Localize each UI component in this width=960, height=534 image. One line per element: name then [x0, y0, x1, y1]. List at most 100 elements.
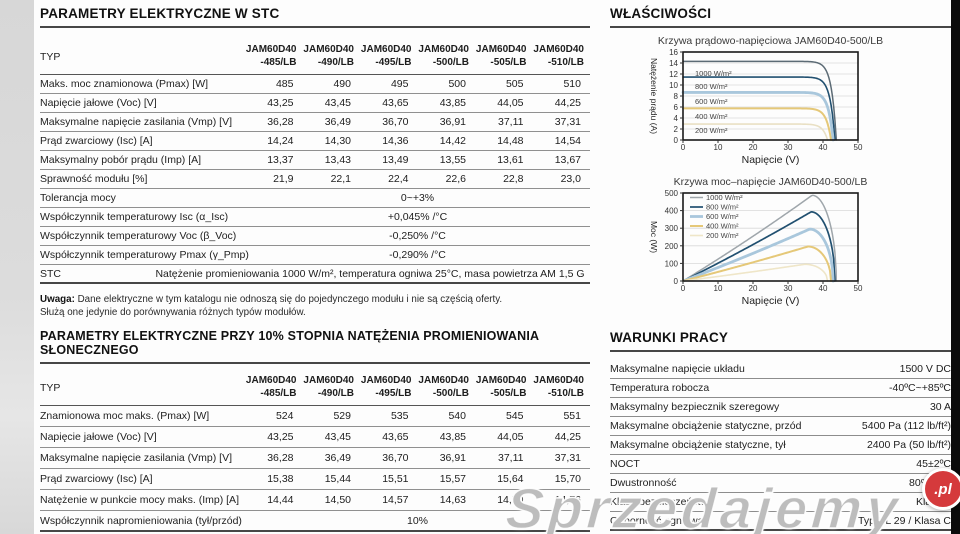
condition-label: NOCT [610, 458, 640, 470]
row-label: Prąd zwarciowy (Isc) [A] [40, 473, 153, 486]
cell-value: 13,37 [267, 154, 294, 166]
cell-value: 36,91 [439, 116, 466, 128]
section-title-stc: PARAMETRY ELEKTRYCZNE W STC [40, 6, 590, 28]
cell-value: 14,57 [382, 494, 409, 507]
column-header: JAM60D40 -485/LB [245, 375, 303, 400]
y-tick-label: 14 [669, 59, 678, 68]
cell-value: 36,70 [382, 116, 409, 128]
model-variant: -500/LB [432, 387, 469, 399]
table-row: Znamionowa moc maks. (Pmax) [W] 524 529 535… [40, 406, 590, 428]
page-right-edge [951, 0, 960, 534]
column-header: JAM60D40 -500/LB [418, 44, 476, 69]
model-variant: -485/LB [260, 56, 297, 68]
condition-row: Temperatura robocza -40ºC~+85ºC [610, 379, 951, 398]
y-axis-label: Natężenie prądu (A) [649, 58, 659, 134]
cell-value: 43,65 [382, 431, 409, 444]
x-tick-label: 0 [681, 143, 686, 152]
y-tick-label: 16 [669, 48, 678, 57]
curve-label: 1000 W/m² [695, 69, 732, 78]
cell-value: 43,45 [324, 97, 351, 109]
x-tick-label: 40 [819, 284, 828, 293]
x-tick-label: 0 [681, 284, 686, 293]
chart-title: Krzywa moc–napięcie JAM60D40-500/LB [674, 176, 868, 188]
cell-value: 22,8 [503, 173, 524, 185]
table-row: Sprawność modułu [%] 21,9 22,1 22,4 22,6 22,8… [40, 170, 590, 189]
model-variant: -500/LB [432, 56, 469, 68]
legend-label: 800 W/m² [706, 203, 739, 212]
cell-value: 545 [505, 410, 524, 423]
model-name: JAM60D40 [533, 375, 584, 387]
cell-value: 500 [448, 78, 466, 90]
series-curve [682, 194, 838, 282]
cell-value: 15,64 [497, 473, 524, 486]
span-value: 10% [406, 514, 428, 527]
condition-label: Klasa bezpieczeństwa [610, 496, 714, 508]
row-label: Współczynnik temperaturowy Pmax (γ_Pmp) [40, 249, 249, 261]
cell-value: 36,28 [267, 452, 294, 465]
y-tick-label: 100 [665, 259, 679, 268]
cell-value: 36,91 [439, 452, 466, 465]
model-name: JAM60D40 [418, 44, 469, 55]
cell-value: 43,25 [267, 97, 294, 109]
table-row: Maksymalne napięcie zasilania (Vmp) [V] 3… [40, 448, 590, 470]
table-row: Maksymalny pobór prądu (Imp) [A] 13,37 13,… [40, 151, 590, 170]
model-name: JAM60D40 [475, 375, 527, 387]
condition-row: Maksymalny bezpiecznik szeregowy 30 A [610, 398, 951, 417]
left-column: PARAMETRY ELEKTRYCZNE W STC TYP JAM60D40-… [40, 6, 590, 533]
stc-parameters-table: TYP JAM60D40 -485/LB JAM60D40 -490/LB JAM60D4… [40, 39, 590, 284]
note-text: Uwaga: Dane elektryczne w tym katalogu n… [40, 293, 600, 319]
pv-curve-chart: Krzywa moc–napięcie JAM60D40-500/LB 0 10 20… [649, 176, 868, 307]
y-tick-label: 8 [674, 92, 679, 101]
x-tick-label: 10 [714, 284, 723, 293]
table-span-row: Współczynnik temperaturowy Isc (α_Isc) +0… [40, 208, 590, 227]
series-curve [682, 245, 833, 282]
y-tick-label: 6 [674, 103, 679, 112]
note-line1: Dane elektryczne w tym katalogu nie odno… [74, 294, 503, 305]
series-curve [682, 60, 838, 141]
cell-value: 529 [333, 410, 351, 423]
cell-value: 14,76 [554, 494, 581, 507]
y-tick-label: 2 [674, 125, 679, 134]
condition-value: 30 A [929, 401, 951, 413]
table-row: Natężenie w punkcie mocy maks. (Imp) [A]… [40, 490, 590, 512]
condition-label: Temperatura robocza [610, 382, 710, 394]
note-line2: Służą one jedynie do porównywania różnyc… [40, 307, 306, 319]
condition-label: Odporność ogniowa [610, 514, 704, 527]
cell-value: 490 [333, 78, 351, 90]
cell-value: 43,25 [267, 431, 294, 444]
condition-value: 45±2ºC [916, 458, 951, 470]
x-tick-label: 50 [854, 284, 863, 293]
low-irradiance-table: TYP JAM60D40 -485/LB JAM60D40 -490/LB JAM60D4… [40, 370, 590, 533]
condition-value: Typ UL 29 / Klasa C [858, 514, 951, 527]
cell-value: 22,4 [388, 173, 409, 185]
cell-value: 22,6 [445, 173, 466, 185]
table-span-row: Współczynnik napromieniowania (tył/przód… [40, 511, 590, 533]
condition-value: Klasa II [915, 496, 951, 508]
condition-label: Maksymalne obciążenie statyczne, przód [610, 420, 802, 432]
cell-value: 14,44 [267, 494, 294, 507]
section-title-properties: WŁAŚCIWOŚCI [610, 6, 951, 28]
column-header: JAM60D40 -490/LB [303, 44, 361, 69]
cell-value: 13,61 [497, 154, 524, 166]
x-axis-label: Napięcie (V) [742, 295, 800, 307]
condition-value: 2400 Pa (50 lb/ft²) [866, 439, 951, 451]
y-tick-label: 0 [674, 277, 679, 286]
row-label: Maksymalne napięcie zasilania (Vmp) [V] [40, 452, 232, 465]
model-name: JAM60D40 [418, 375, 469, 387]
span-value: +0,045% /°C [387, 211, 448, 223]
condition-value: 5400 Pa (112 lb/ft²) [861, 420, 951, 432]
cell-value: 524 [275, 410, 294, 423]
type-label: TYP [40, 381, 61, 394]
cell-value: 505 [505, 78, 524, 90]
cell-value: 14,42 [439, 135, 466, 147]
series-curve [682, 76, 836, 141]
section-title-low-irradiance: PARAMETRY ELEKTRYCZNE PRZY 10% STOPNIA N… [40, 329, 590, 365]
series-curve [681, 227, 835, 283]
row-label: Tolerancja mocy [40, 192, 116, 204]
model-name: JAM60D40 [360, 44, 412, 55]
row-label: Prąd zwarciowy (Isc) [A] [40, 135, 153, 147]
cell-value: 14,70 [497, 494, 524, 507]
cell-value: 43,45 [324, 431, 351, 444]
condition-row: Klasa bezpieczeństwa Klasa II [610, 493, 951, 512]
cell-value: 13,49 [382, 154, 409, 166]
